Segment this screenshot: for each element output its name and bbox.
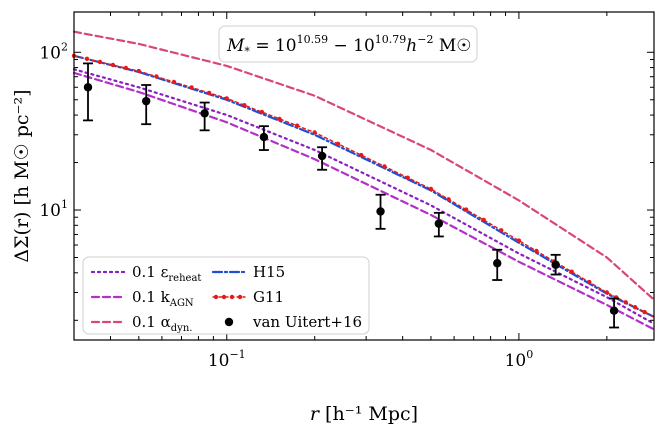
obs-point-8: [551, 260, 560, 269]
legend-box: [82, 256, 370, 335]
obs-point-7: [493, 259, 502, 268]
legend-label-1: 0.1 kAGN: [132, 288, 194, 309]
series-marker-4: [623, 300, 628, 305]
annotation-text: M* = 1010.59 − 1010.79h−2 M☉: [226, 33, 472, 58]
obs-point-9: [609, 306, 619, 315]
obs-point-1: [142, 96, 151, 106]
series-marker-4: [516, 238, 522, 243]
series-marker-4: [499, 228, 504, 233]
series-marker-4: [189, 85, 194, 90]
legend-swatch-marker-4: [213, 294, 219, 300]
series-marker-4: [428, 186, 434, 192]
series-marker-4: [632, 305, 638, 310]
legend-swatch-marker-4: [229, 294, 235, 300]
series-marker-4: [97, 59, 103, 65]
series-marker-4: [242, 103, 247, 108]
series-marker-4: [446, 197, 451, 202]
series-marker-4: [335, 141, 341, 146]
y-axis-label: ΔΣ(r) [h M☉ pc⁻²]: [11, 89, 33, 262]
series-marker-4: [207, 90, 212, 96]
legend-items: 0.1 εreheat 0.1 kAGN 0.1 αdyn. H15 G11 van Ui…: [90, 263, 362, 334]
series-marker-4: [259, 109, 265, 115]
plot-frame: [73, 11, 655, 341]
series-marker-4: [405, 175, 410, 180]
series-marker-4: [277, 116, 282, 122]
series-marker-4: [294, 123, 300, 128]
obs-point-5: [376, 207, 385, 216]
series-marker-4: [604, 290, 610, 295]
series-line-1: [72, 71, 656, 331]
series-marker-4: [534, 248, 539, 254]
y-tick-label-0: 101: [39, 198, 68, 221]
series-marker-4: [136, 68, 141, 74]
plot-area: [71, 30, 656, 331]
series-marker-4: [110, 62, 116, 68]
series-marker-4: [587, 279, 592, 285]
series-marker-4: [359, 152, 364, 158]
obs-point-3: [259, 132, 269, 142]
series-marker-4: [382, 164, 387, 169]
annotation-box: [218, 25, 478, 63]
legend-label-2: 0.1 αdyn.: [132, 313, 192, 334]
legend-label-4: G11: [253, 288, 284, 306]
x-axis-label: r [h⁻¹ Mpc]: [310, 403, 418, 425]
series-line-3: [72, 54, 656, 318]
series-marker-4: [481, 217, 486, 223]
series-marker-4: [224, 96, 229, 101]
series-marker-4: [84, 56, 90, 61]
legend-swatch-marker-4: [237, 294, 243, 300]
series-line-0: [72, 68, 656, 325]
stellar-mass-annotation: M* = 1010.59 − 1010.79h−2 M☉: [218, 25, 478, 63]
obs-point-0: [83, 83, 93, 92]
legend-label-3: H15: [253, 263, 285, 281]
series-marker-4: [642, 309, 647, 315]
legend-label-0: 0.1 εreheat: [132, 263, 201, 284]
x-tick-label-0: 10−1: [208, 348, 246, 371]
series-marker-4: [154, 74, 159, 79]
legend: 0.1 εreheat 0.1 kAGN 0.1 αdyn. H15 G11 van Ui…: [82, 256, 370, 335]
series-marker-4: [569, 269, 574, 274]
legend-marker-observations: [224, 317, 234, 327]
axis-ticks: [73, 12, 654, 340]
y-tick-label-1: 102: [39, 40, 68, 63]
series-line-2: [72, 30, 656, 301]
obs-point-6: [434, 219, 444, 228]
series-marker-4: [312, 130, 317, 135]
x-tick-label-1: 100: [505, 348, 534, 371]
series-marker-4: [463, 207, 469, 212]
obs-point-2: [200, 109, 209, 118]
legend-swatch-marker-4: [221, 294, 227, 300]
legend-label-observations: van Uitert+16: [252, 313, 362, 331]
series-marker-4: [171, 79, 177, 85]
series-line-4: [73, 55, 655, 318]
obs-point-4: [317, 151, 327, 161]
series-marker-4: [123, 65, 129, 71]
axis-labels: 10−1 100 101 102 r [h⁻¹ Mpc] ΔΣ(r) [h M☉ pc⁻²…: [11, 40, 533, 425]
